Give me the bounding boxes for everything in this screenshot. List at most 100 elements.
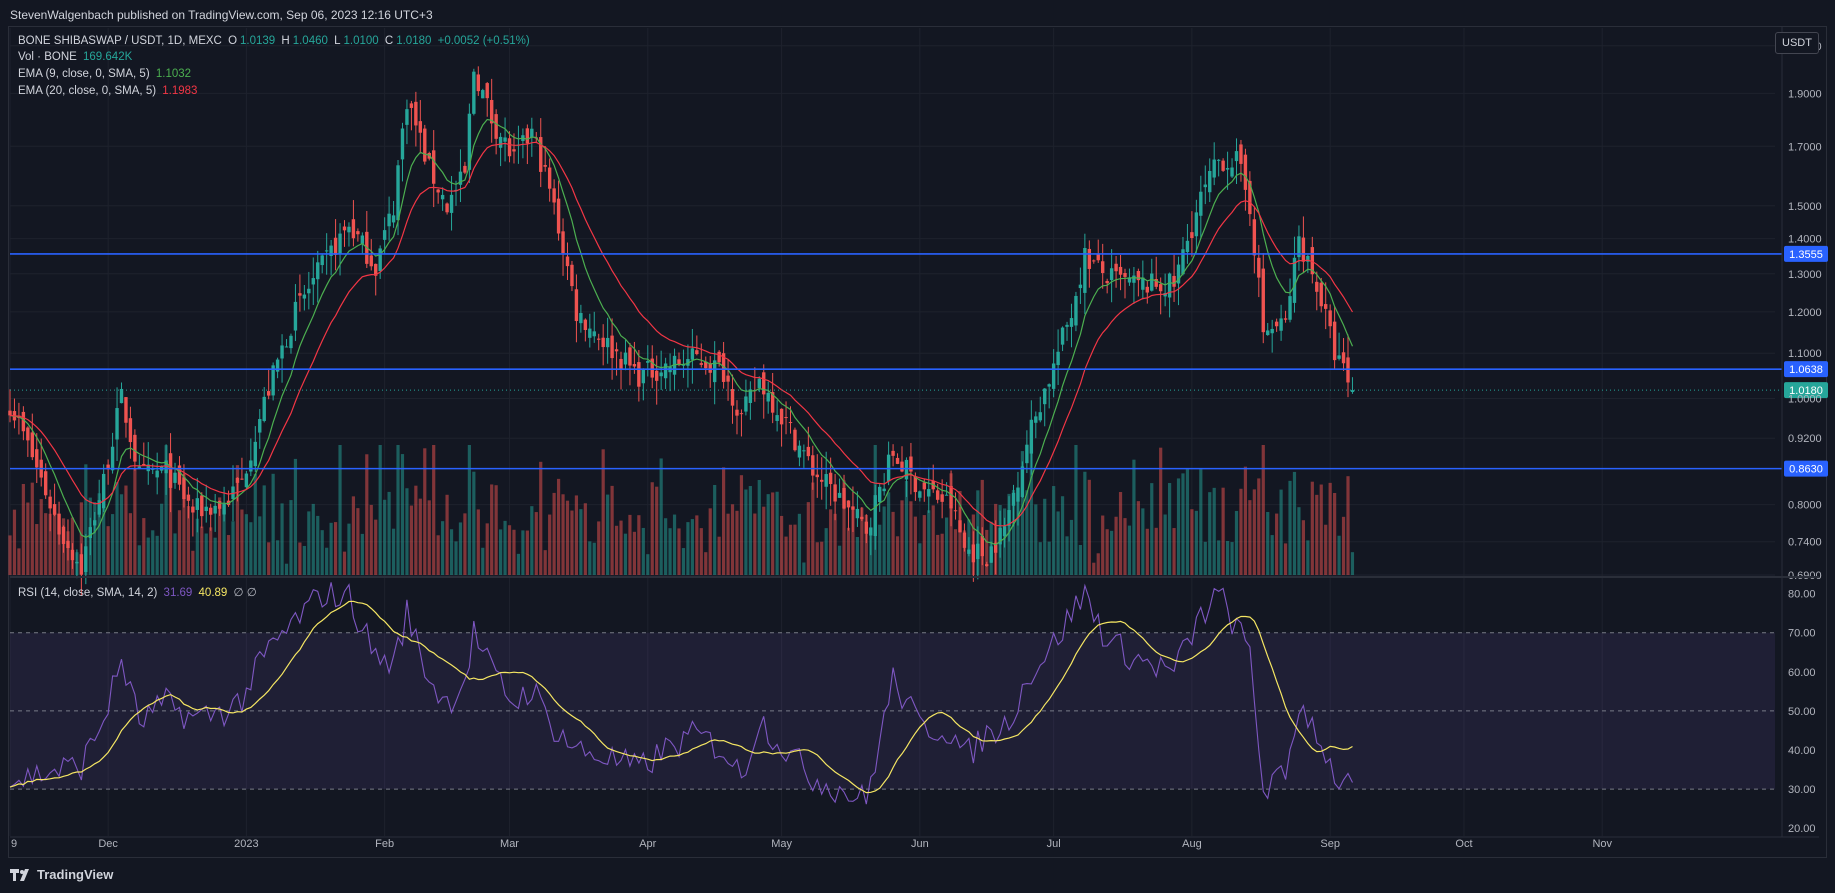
candle-body (1319, 282, 1323, 307)
candle-body (878, 486, 882, 503)
volume-bar (516, 553, 521, 575)
volume-bar (1176, 478, 1181, 575)
candle-body (1114, 263, 1118, 272)
price-tick-label: 1.0000 (1788, 394, 1822, 406)
candle-body (855, 508, 860, 519)
candle-body (97, 500, 101, 515)
candle-body (1087, 248, 1092, 269)
volume-bar (1123, 518, 1127, 575)
candle-body (561, 231, 565, 254)
volume-bar (1225, 540, 1230, 575)
candle-body (168, 453, 173, 488)
candle-body (88, 527, 92, 539)
volume-bar (1029, 445, 1033, 575)
volume-bar (191, 550, 195, 575)
candle-body (1038, 412, 1042, 421)
candle-body (1181, 249, 1185, 275)
time-tick-label: 9 (11, 838, 17, 850)
volume-bar (1087, 479, 1091, 575)
time-tick-label: May (771, 838, 792, 850)
volume-bar (1239, 488, 1243, 575)
volume-bar (102, 486, 106, 575)
volume-bar (333, 522, 338, 575)
volume-bar (226, 535, 231, 575)
footer-brand: TradingView (37, 867, 114, 882)
candle-body (940, 494, 944, 502)
volume-bar (8, 535, 12, 575)
volume-bar (1060, 496, 1065, 575)
volume-bar (253, 473, 257, 575)
candle-body (1172, 275, 1176, 287)
candle-body (949, 486, 953, 509)
time-tick-label: Jun (911, 838, 929, 850)
candle-body (213, 505, 217, 514)
volume-bar (342, 551, 347, 575)
ohlc-open-key: O (228, 35, 238, 47)
candle-body (556, 198, 561, 234)
volume-bar (739, 475, 744, 575)
volume-bar (164, 445, 168, 575)
candle-body (1301, 237, 1306, 262)
volume-bars (8, 445, 1355, 575)
volume-bar (151, 530, 155, 575)
candle-body (971, 544, 976, 563)
candle-body (748, 389, 753, 403)
volume-bar (757, 479, 761, 575)
candle-body (204, 506, 208, 511)
candle-body (316, 262, 320, 280)
volume-bar (887, 492, 891, 575)
volume-bar (1114, 516, 1118, 575)
candle-body (289, 335, 293, 349)
candle-body (106, 464, 110, 470)
candle-body (828, 472, 833, 485)
volume-bar (311, 503, 315, 575)
candle-body (79, 554, 84, 575)
candle-body (690, 348, 695, 360)
volume-bar (222, 505, 226, 575)
currency-button[interactable]: USDT (1775, 32, 1819, 54)
volume-bar (1194, 510, 1198, 575)
volume-bar (1105, 529, 1109, 575)
volume-bar (1301, 520, 1305, 575)
volume-bar (128, 513, 133, 575)
volume-bar (160, 503, 164, 575)
top-bar: StevenWalgenbach published on TradingVie… (0, 0, 1835, 26)
volume-bar (570, 510, 574, 575)
published-caption: StevenWalgenbach published on TradingVie… (10, 8, 433, 22)
candle-body (1221, 160, 1225, 171)
candle-body (1020, 466, 1025, 497)
candle-body (489, 99, 494, 124)
volume-bar (632, 531, 636, 575)
candle-body (432, 150, 436, 184)
volume-bar (610, 485, 614, 575)
volume-bar (601, 449, 605, 575)
candle-body (1065, 324, 1069, 327)
candle-body (1002, 526, 1007, 537)
candle-body (784, 417, 788, 419)
volume-bar (289, 500, 293, 575)
candle-body (1288, 296, 1292, 320)
volume-bar (467, 445, 471, 575)
volume-bar (432, 445, 436, 575)
candle-body (967, 549, 971, 554)
volume-bar (320, 530, 324, 575)
candle-body (873, 495, 877, 537)
volume-bar (744, 489, 748, 575)
candle-body (993, 542, 998, 553)
level-label: 0.8630 (1789, 464, 1823, 476)
candle-body (1123, 272, 1127, 277)
candle-body (436, 189, 440, 193)
volume-bar (110, 514, 115, 575)
volume-bar (17, 548, 21, 575)
volume-bar (106, 526, 110, 575)
candle-body (757, 378, 761, 388)
volume-bar (646, 554, 650, 575)
candle-body (338, 233, 342, 255)
candle-body (1243, 154, 1248, 190)
rsi-tick-label: 60.00 (1788, 667, 1816, 679)
candle-body (275, 359, 280, 372)
volume-bar (119, 494, 124, 575)
candle-body (601, 337, 605, 348)
time-tick-label: Mar (500, 838, 519, 850)
